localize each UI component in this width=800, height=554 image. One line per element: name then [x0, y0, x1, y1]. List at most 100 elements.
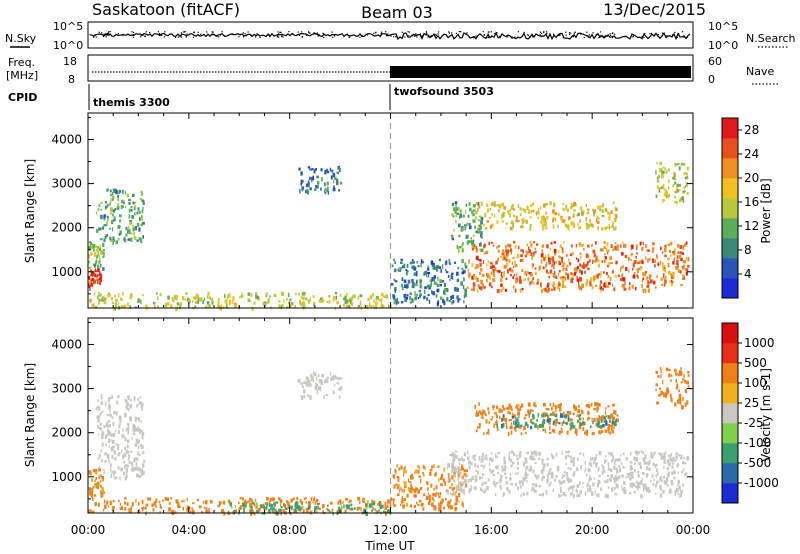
data-cell	[100, 208, 102, 211]
data-cell	[94, 306, 98, 309]
data-cell	[451, 487, 454, 491]
data-cell	[554, 479, 556, 482]
data-cell	[663, 393, 665, 398]
noise-search-dot	[379, 36, 381, 38]
data-cell	[328, 294, 331, 298]
data-cell	[295, 501, 299, 505]
data-cell	[499, 415, 501, 419]
data-cell	[461, 267, 464, 271]
data-cell	[628, 286, 631, 291]
data-cell	[545, 407, 548, 411]
noise-search-dot	[460, 31, 462, 33]
noise-right-tick-bottom: 10^0	[708, 39, 738, 52]
data-cell	[307, 377, 310, 381]
data-cell	[458, 461, 461, 466]
data-cell	[251, 510, 254, 515]
data-cell	[104, 504, 107, 509]
data-cell	[614, 492, 618, 496]
data-cell	[593, 417, 596, 422]
data-cell	[302, 509, 305, 513]
data-cell	[680, 257, 683, 261]
noise-search-dot	[206, 31, 208, 33]
data-cell	[108, 458, 110, 462]
data-cell	[478, 402, 480, 406]
noise-search-dot	[632, 36, 634, 38]
data-cell	[476, 277, 479, 282]
data-cell	[301, 292, 304, 296]
data-cell	[139, 197, 143, 201]
data-cell	[566, 476, 569, 481]
data-cell	[397, 477, 400, 482]
data-cell	[417, 489, 420, 494]
data-cell	[303, 381, 306, 385]
data-cell	[378, 509, 381, 513]
data-cell	[607, 265, 610, 268]
data-cell	[520, 249, 523, 252]
data-cell	[550, 475, 554, 479]
data-cell	[579, 287, 582, 290]
data-cell	[457, 246, 460, 250]
data-cell	[667, 262, 670, 268]
data-cell	[593, 432, 595, 435]
data-cell	[555, 408, 557, 413]
noise-panel: N.Sky 10^5 10^0 10^5 10^0 N.Search	[5, 20, 796, 52]
data-cell	[137, 501, 140, 506]
colorbar-tick-label: 25	[744, 396, 759, 410]
noise-search-dot	[414, 35, 416, 37]
noise-search-dot	[108, 34, 110, 36]
data-cell	[491, 416, 494, 419]
data-cell	[480, 286, 483, 291]
data-cell	[141, 221, 144, 225]
data-cell	[449, 278, 451, 281]
data-cell	[509, 477, 512, 481]
data-cell	[475, 412, 478, 417]
data-cell	[142, 200, 145, 203]
data-cell	[664, 247, 667, 253]
data-cell	[622, 466, 625, 469]
data-cell	[229, 502, 232, 507]
data-cell	[418, 467, 421, 470]
data-cell	[501, 202, 505, 207]
data-cell	[571, 273, 575, 275]
data-cell	[148, 497, 151, 501]
data-cell	[635, 485, 637, 488]
data-cell	[403, 501, 405, 504]
data-cell	[519, 275, 522, 280]
data-cell	[255, 502, 258, 507]
data-cell	[644, 483, 647, 487]
data-cell	[459, 298, 461, 301]
data-cell	[642, 483, 644, 486]
data-cell	[549, 467, 552, 472]
data-cell	[468, 460, 471, 465]
noise-search-dot	[573, 32, 575, 34]
data-cell	[641, 260, 644, 265]
data-cell	[319, 379, 322, 383]
data-cell	[527, 402, 530, 407]
data-cell	[573, 471, 576, 475]
data-cell	[501, 271, 503, 274]
data-cell	[128, 508, 131, 513]
data-cell	[552, 224, 555, 229]
data-cell	[582, 426, 585, 431]
data-cell	[458, 246, 462, 249]
data-cell	[406, 493, 409, 498]
data-cell	[643, 460, 646, 465]
data-cell	[424, 286, 427, 289]
data-cell	[645, 461, 648, 465]
data-cell	[570, 425, 573, 430]
data-cell	[109, 189, 112, 193]
data-cell	[468, 465, 471, 469]
colorbar-tick-label: 4	[744, 267, 752, 281]
data-cell	[97, 208, 100, 211]
data-cell	[233, 510, 236, 513]
data-cell	[457, 471, 459, 475]
data-cell	[90, 492, 93, 496]
data-cell	[659, 485, 662, 490]
data-cell	[659, 366, 662, 370]
data-cell	[440, 477, 443, 481]
data-cell	[90, 244, 93, 249]
data-cell	[570, 272, 573, 276]
data-cell	[496, 246, 498, 249]
data-cell	[563, 219, 566, 223]
noise-search-dot	[278, 33, 280, 35]
